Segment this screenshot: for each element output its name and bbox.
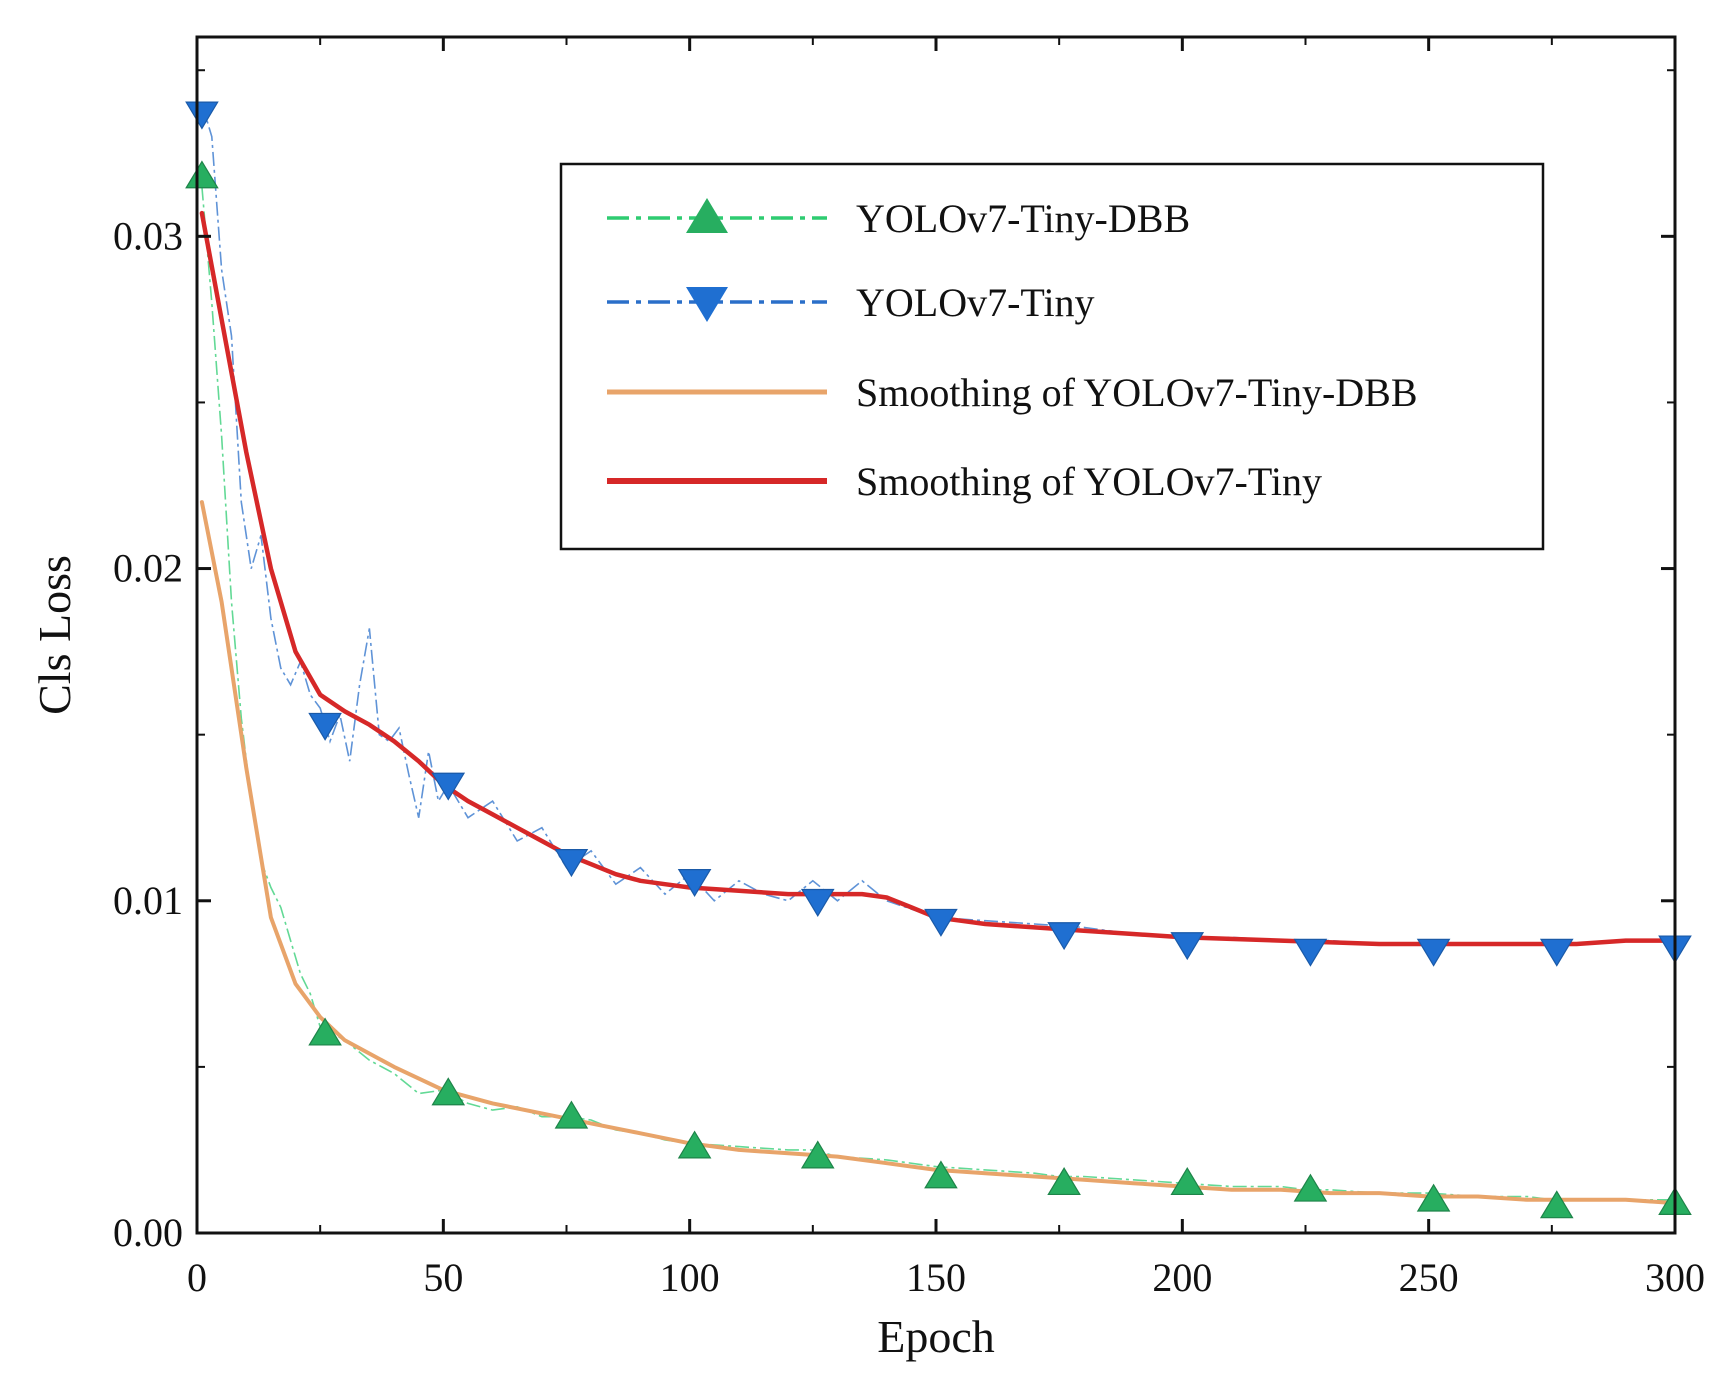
marker-dbb: [554, 1100, 589, 1129]
marker-dbb: [677, 1130, 712, 1159]
marker-tiny: [677, 868, 712, 898]
legend-label-smooth-tiny: Smoothing of YOLOv7-Tiny: [856, 459, 1322, 504]
marker-tiny: [1293, 938, 1328, 967]
x-tick-label: 250: [1399, 1255, 1459, 1300]
x-tick-label: 0: [187, 1255, 207, 1300]
marker-tiny: [924, 908, 958, 937]
y-axis-title: Cls Loss: [29, 555, 80, 715]
marker-dbb: [1539, 1190, 1574, 1219]
x-tick-label: 50: [423, 1255, 463, 1300]
legend-marker-tiny: [686, 287, 728, 322]
marker-tiny: [1047, 922, 1081, 951]
legend-label-smooth-dbb: Smoothing of YOLOv7-Tiny-DBB: [856, 370, 1418, 415]
series-line-smooth-tiny: [199, 210, 1678, 947]
y-tick-label: 0.03: [113, 213, 183, 258]
marker-dbb: [431, 1077, 466, 1106]
legend-label-tiny: YOLOv7-Tiny: [856, 280, 1095, 325]
x-tick-label: 100: [660, 1255, 720, 1300]
x-tick-label: 300: [1645, 1255, 1705, 1300]
legend: YOLOv7-Tiny-DBB YOLOv7-Tiny Smoothing of Y…: [559, 162, 1545, 551]
marker-tiny: [185, 101, 219, 130]
y-tick-label: 0.01: [113, 878, 183, 923]
marker-dbb: [1170, 1167, 1205, 1196]
series-layer: [185, 101, 1692, 1219]
marker-dbb: [308, 1017, 342, 1046]
marker-tiny: [800, 888, 835, 917]
marker-tiny: [431, 772, 466, 801]
marker-dbb: [800, 1140, 835, 1169]
marker-tiny: [308, 712, 342, 741]
marker-tiny: [1539, 938, 1574, 967]
marker-dbb: [1416, 1183, 1451, 1212]
y-tick-label: 0.00: [113, 1210, 183, 1255]
ticks-layer: 0 50 100 150 200 250 300 0.00 0.01 0.02 0.03: [113, 37, 1705, 1300]
marker-tiny: [1170, 932, 1205, 961]
x-axis-title: Epoch: [877, 1311, 995, 1362]
marker-dbb: [1293, 1173, 1328, 1202]
marker-tiny: [1416, 938, 1451, 967]
series-line-smooth-dbb: [199, 500, 1677, 1206]
legend-marker-dbb: [686, 198, 728, 233]
x-tick-label: 150: [906, 1255, 966, 1300]
x-tick-label: 200: [1152, 1255, 1212, 1300]
marker-tiny: [554, 849, 589, 878]
marker-dbb: [1047, 1167, 1081, 1196]
y-tick-label: 0.02: [113, 546, 183, 591]
legend-label-dbb: YOLOv7-Tiny-DBB: [856, 196, 1190, 241]
marker-dbb: [185, 160, 219, 189]
marker-dbb: [924, 1160, 958, 1189]
